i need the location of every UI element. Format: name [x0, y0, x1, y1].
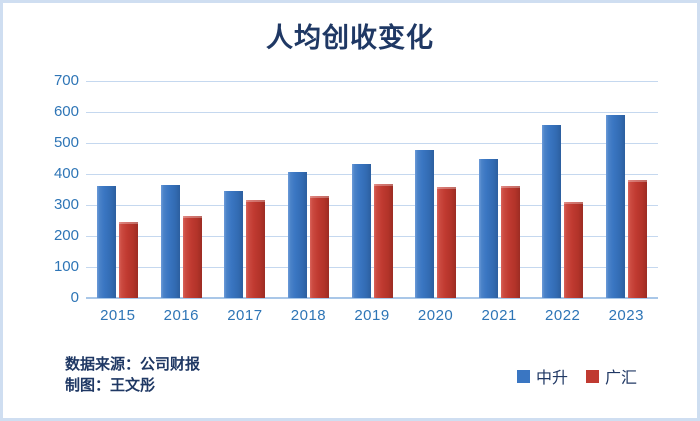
- gridline: [86, 143, 658, 144]
- y-tick-label: 0: [70, 289, 79, 306]
- y-tick-label: 200: [53, 227, 79, 244]
- bar-广汇-2019: [373, 183, 393, 298]
- x-tick-label: 2020: [417, 307, 454, 324]
- bar-广汇-2017: [246, 200, 266, 298]
- gridline: [86, 174, 658, 175]
- bar-group-2019: [340, 81, 404, 298]
- x-axis-labels: 2015 2016 2017 2018 2019 2020 2021 2022 2023: [86, 307, 658, 324]
- bar-group-2023: [595, 81, 659, 298]
- bar-中升-2019: [351, 164, 371, 298]
- x-tick-label: 2015: [100, 307, 136, 324]
- source-note: 数据来源：公司财报 制图：王文彤: [65, 354, 200, 396]
- legend-swatch-icon: [586, 369, 600, 383]
- bar-中升-2021: [478, 158, 498, 298]
- bar-group-2015: [86, 81, 150, 298]
- bar-中升-2022: [542, 125, 562, 298]
- legend-item-中升: 中升: [517, 364, 568, 388]
- chart-title: 人均创收变化: [266, 23, 434, 54]
- y-tick-label: 400: [53, 165, 79, 182]
- bar-广汇-2021: [500, 185, 520, 298]
- bar-中升-2015: [97, 186, 117, 298]
- bar-中升-2020: [415, 149, 435, 298]
- x-tick-label: 2016: [163, 307, 200, 324]
- gridline: [86, 267, 658, 268]
- author-line: 制图：王文彤: [65, 376, 156, 394]
- x-tick-label: 2021: [481, 307, 517, 324]
- bar-group-2018: [277, 81, 341, 298]
- x-tick-label: 2017: [227, 307, 263, 324]
- bar-中升-2018: [287, 172, 307, 298]
- bar-group-2016: [150, 81, 214, 298]
- plot-area: [86, 81, 658, 299]
- y-tick-label: 600: [53, 103, 79, 120]
- x-axis-line: [86, 297, 658, 299]
- legend-label: 中升: [536, 368, 569, 387]
- bar-group-2020: [404, 81, 468, 298]
- gridline: [86, 81, 658, 82]
- bar-广汇-2018: [309, 196, 329, 298]
- x-tick-label: 2022: [545, 307, 581, 324]
- legend-swatch-icon: [517, 369, 530, 383]
- bar-中升-2016: [160, 184, 180, 298]
- gridline: [86, 205, 658, 206]
- gridline: [86, 236, 658, 237]
- bar-广汇-2015: [119, 221, 139, 298]
- legend: 中升 广汇: [517, 364, 637, 388]
- bar-广汇-2022: [564, 201, 584, 298]
- legend-item-广汇: 广汇: [586, 364, 637, 388]
- y-tick-label: 700: [53, 72, 79, 89]
- bar-series: [86, 81, 658, 298]
- bar-group-2021: [467, 81, 531, 298]
- bar-广汇-2023: [627, 179, 647, 298]
- y-tick-label: 500: [53, 134, 79, 151]
- bar-广汇-2020: [437, 187, 457, 298]
- bar-中升-2023: [605, 115, 625, 298]
- bar-中升-2017: [224, 191, 244, 298]
- source-line: 数据来源：公司财报: [65, 355, 201, 373]
- bar-group-2022: [531, 81, 595, 298]
- gridline: [86, 112, 658, 113]
- legend-label: 广汇: [605, 368, 638, 387]
- x-tick-label: 2019: [354, 307, 390, 324]
- y-tick-label: 300: [53, 196, 79, 213]
- bar-group-2017: [213, 81, 277, 298]
- y-tick-label: 100: [53, 258, 79, 275]
- x-tick-label: 2023: [608, 307, 644, 324]
- x-tick-label: 2018: [290, 307, 327, 324]
- bar-广汇-2016: [182, 215, 202, 298]
